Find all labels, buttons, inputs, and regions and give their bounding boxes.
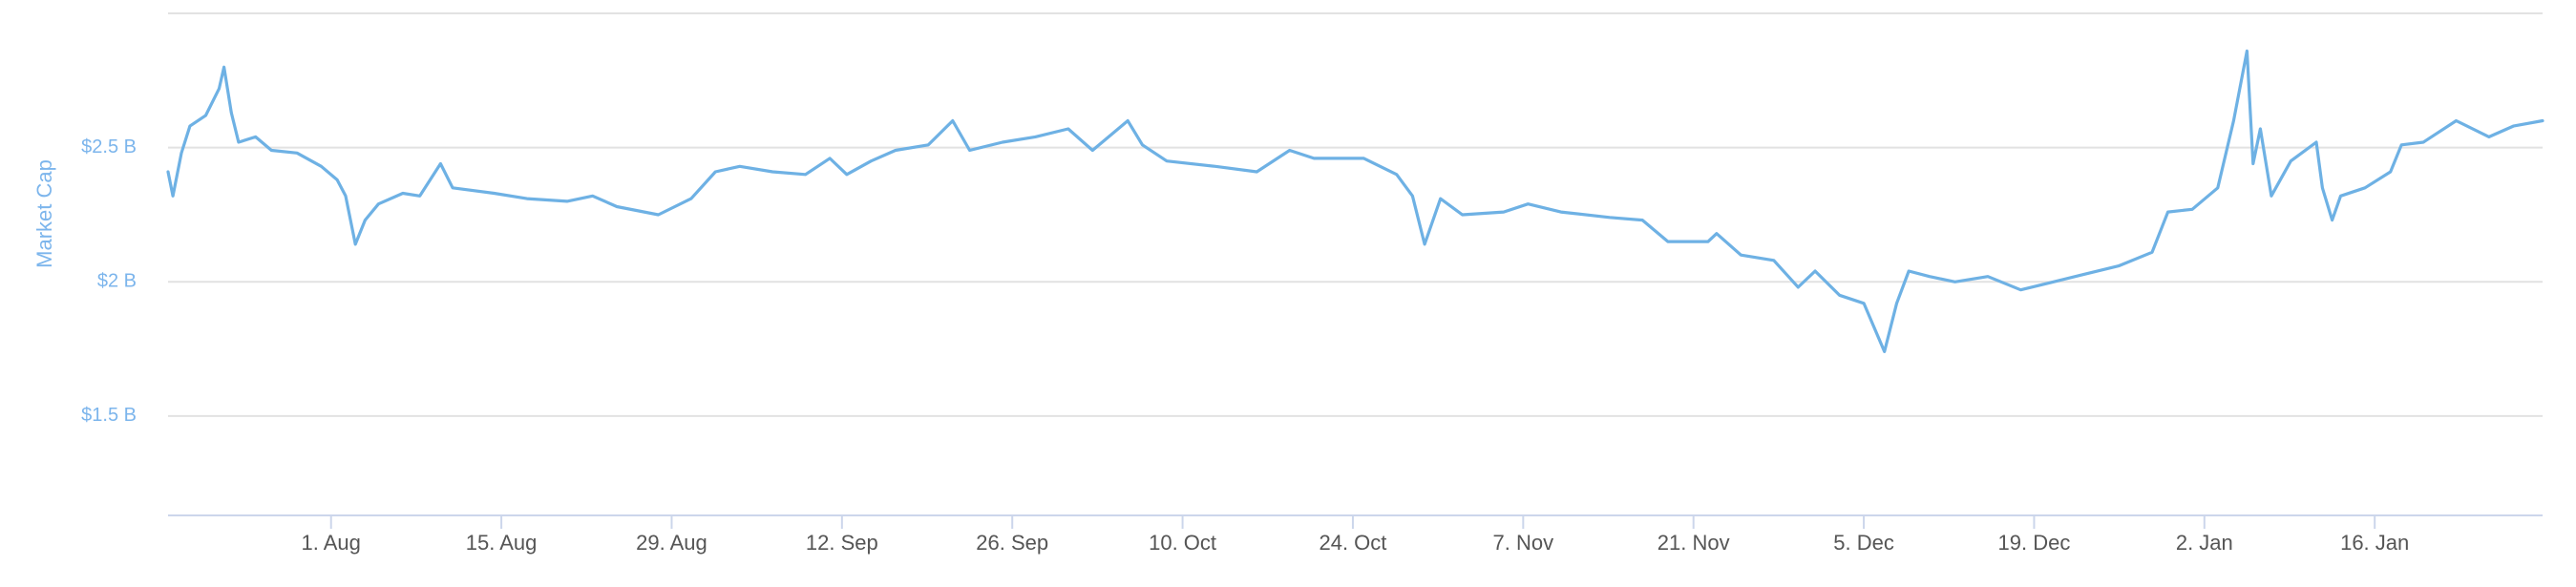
x-tick-label: 29. Aug [636, 531, 707, 555]
x-tick-label: 5. Dec [1833, 531, 1894, 555]
x-tick-label: 16. Jan [2340, 531, 2409, 555]
y-axis-title: Market Cap [32, 159, 56, 268]
x-tick-label: 10. Oct [1149, 531, 1216, 555]
x-tick-label: 7. Nov [1493, 531, 1554, 555]
x-tick-label: 19. Dec [1998, 531, 2071, 555]
x-tick-label: 26. Sep [976, 531, 1048, 555]
x-tick-label: 2. Jan [2176, 531, 2233, 555]
x-tick-label: 1. Aug [302, 531, 361, 555]
y-tick-label: $1.5 B [81, 405, 137, 426]
x-tick-label: 21. Nov [1658, 531, 1730, 555]
price-line [166, 49, 2544, 353]
x-tick-label: 12. Sep [806, 531, 878, 555]
x-tick-label: 24. Oct [1319, 531, 1386, 555]
x-tick-label: 15. Aug [466, 531, 538, 555]
y-tick-label: $2.5 B [81, 136, 137, 157]
y-tick-label: $2 B [97, 271, 137, 292]
